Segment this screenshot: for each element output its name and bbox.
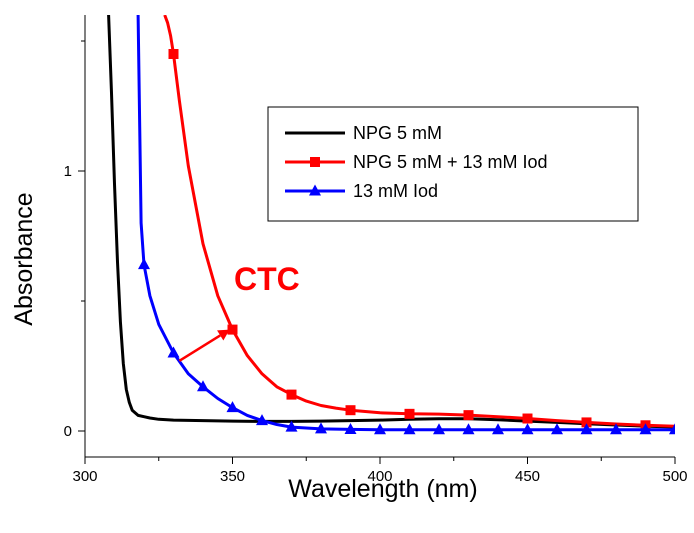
- series-line: [163, 15, 675, 428]
- data-point: [551, 423, 563, 435]
- series-layer: [107, 15, 675, 435]
- data-point: [521, 423, 534, 435]
- x-tick-label: 400: [367, 468, 392, 485]
- legend-item: NPG 5 mM: [285, 123, 442, 143]
- x-tick-label: 500: [662, 468, 687, 485]
- series-1: [163, 15, 675, 431]
- ctc-annotation-label: CTC: [234, 261, 300, 297]
- data-point: [433, 423, 445, 435]
- axes: 300 350 400 450 500 0 1: [64, 15, 688, 485]
- annotation: CTC: [178, 261, 300, 362]
- data-point: [167, 346, 180, 358]
- legend-swatch-marker: [310, 157, 320, 167]
- y-tick-label: 1: [64, 163, 72, 180]
- series-line: [136, 15, 675, 432]
- data-point: [492, 423, 504, 435]
- data-point: [403, 423, 416, 435]
- data-point: [256, 414, 268, 426]
- data-point: [285, 420, 298, 432]
- data-point: [463, 410, 474, 421]
- data-point: [345, 405, 356, 416]
- legend-item: 13 mM Iod: [285, 181, 438, 201]
- legend-label: NPG 5 mM: [353, 123, 442, 143]
- legend-label: 13 mM Iod: [353, 181, 438, 201]
- legend-label: NPG 5 mM + 13 mM Iod: [353, 152, 548, 172]
- data-point: [610, 423, 622, 435]
- data-point: [197, 380, 209, 392]
- legend-box: [267, 106, 639, 222]
- legend-swatch-marker: [309, 184, 321, 196]
- data-point: [227, 324, 238, 335]
- legend: NPG 5 mM NPG 5 mM + 13 mM Iod 13 mM Iod: [267, 106, 639, 222]
- data-point: [581, 417, 592, 428]
- x-axis-title: Wavelength (nm): [288, 475, 477, 503]
- data-point: [138, 258, 150, 270]
- x-tick-label: 350: [220, 468, 245, 485]
- data-point: [669, 423, 675, 435]
- data-point: [462, 423, 475, 435]
- y-axis-title: Absorbance: [10, 192, 38, 325]
- x-tick-label: 300: [72, 468, 97, 485]
- ctc-annotation-arrow: [178, 334, 221, 362]
- legend-item: NPG 5 mM + 13 mM Iod: [285, 152, 548, 172]
- data-point: [226, 401, 239, 413]
- data-point: [374, 423, 386, 435]
- ctc-annotation-arrowhead: [217, 329, 230, 341]
- data-point: [344, 422, 357, 434]
- data-point: [168, 49, 179, 59]
- data-point: [286, 389, 297, 400]
- data-point: [404, 408, 415, 419]
- data-point: [580, 423, 593, 435]
- series-2: [136, 15, 675, 435]
- data-point: [315, 422, 327, 434]
- y-tick-label: 0: [64, 423, 72, 440]
- data-point: [639, 423, 652, 435]
- data-point: [522, 413, 533, 424]
- x-tick-label: 450: [515, 468, 540, 485]
